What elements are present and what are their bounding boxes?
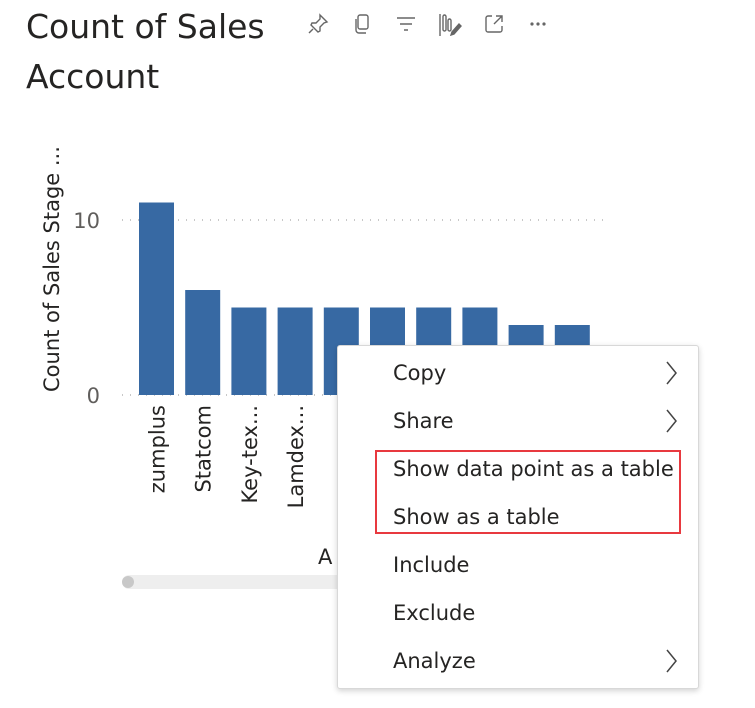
copy-icon bbox=[355, 14, 369, 34]
menu-item-label: Include bbox=[393, 553, 470, 577]
chevron-right-icon bbox=[664, 351, 678, 410]
menu-item-label: Share bbox=[393, 409, 454, 433]
y-tick-label: 0 bbox=[87, 384, 100, 408]
bar[interactable] bbox=[231, 307, 267, 396]
horizontal-scrollbar[interactable] bbox=[122, 575, 352, 589]
bar[interactable] bbox=[277, 307, 313, 396]
menu-item-show-data-point-as-a-table[interactable]: Show data point as a table bbox=[393, 447, 678, 491]
scrollbar-thumb[interactable] bbox=[122, 576, 134, 588]
menu-item-label: Exclude bbox=[393, 601, 476, 625]
visual-edit-icon bbox=[439, 14, 462, 36]
pin-icon bbox=[308, 13, 329, 34]
menu-item-label: Show as a table bbox=[393, 505, 560, 529]
bar[interactable] bbox=[139, 202, 174, 396]
visual-header-toolbar bbox=[300, 4, 566, 44]
menu-item-copy[interactable]: Copy bbox=[393, 351, 678, 395]
edit-visual-button[interactable] bbox=[434, 8, 466, 40]
copy-visual-button[interactable] bbox=[346, 8, 378, 40]
title-line-1: Count of Sales bbox=[26, 7, 265, 46]
more-options-icon bbox=[530, 22, 546, 26]
y-tick-label: 10 bbox=[73, 209, 100, 233]
highlight-box bbox=[375, 450, 681, 534]
x-tick-label: zumplus bbox=[146, 405, 170, 493]
chevron-right-icon bbox=[664, 639, 678, 698]
chevron-right-icon bbox=[664, 399, 678, 458]
menu-item-label: Show data point as a table bbox=[393, 457, 674, 481]
pin-button[interactable] bbox=[302, 8, 334, 40]
bar[interactable] bbox=[185, 290, 221, 395]
title-line-2: Account bbox=[26, 57, 160, 96]
visual-title: Count of Sales Account bbox=[26, 2, 356, 102]
x-axis-title: A bbox=[318, 545, 333, 569]
filter-icon bbox=[397, 17, 415, 31]
menu-item-include[interactable]: Include bbox=[393, 543, 678, 587]
menu-item-label: Copy bbox=[393, 361, 447, 385]
context-menu: Copy Share Show data point as a table Show … bbox=[337, 345, 699, 689]
focus-mode-button[interactable] bbox=[478, 8, 510, 40]
x-tick-label: Key-tex... bbox=[238, 405, 262, 504]
x-tick-label: Lamdex... bbox=[284, 405, 308, 508]
x-tick-label: Statcom bbox=[192, 405, 216, 493]
focus-mode-icon bbox=[485, 15, 503, 33]
filter-button[interactable] bbox=[390, 8, 422, 40]
menu-item-exclude[interactable]: Exclude bbox=[393, 591, 678, 635]
menu-item-label: Analyze bbox=[393, 649, 476, 673]
menu-item-share[interactable]: Share bbox=[393, 399, 678, 443]
more-options-button[interactable] bbox=[522, 8, 554, 40]
menu-item-show-as-a-table[interactable]: Show as a table bbox=[393, 495, 678, 539]
menu-item-analyze[interactable]: Analyze bbox=[393, 639, 678, 683]
